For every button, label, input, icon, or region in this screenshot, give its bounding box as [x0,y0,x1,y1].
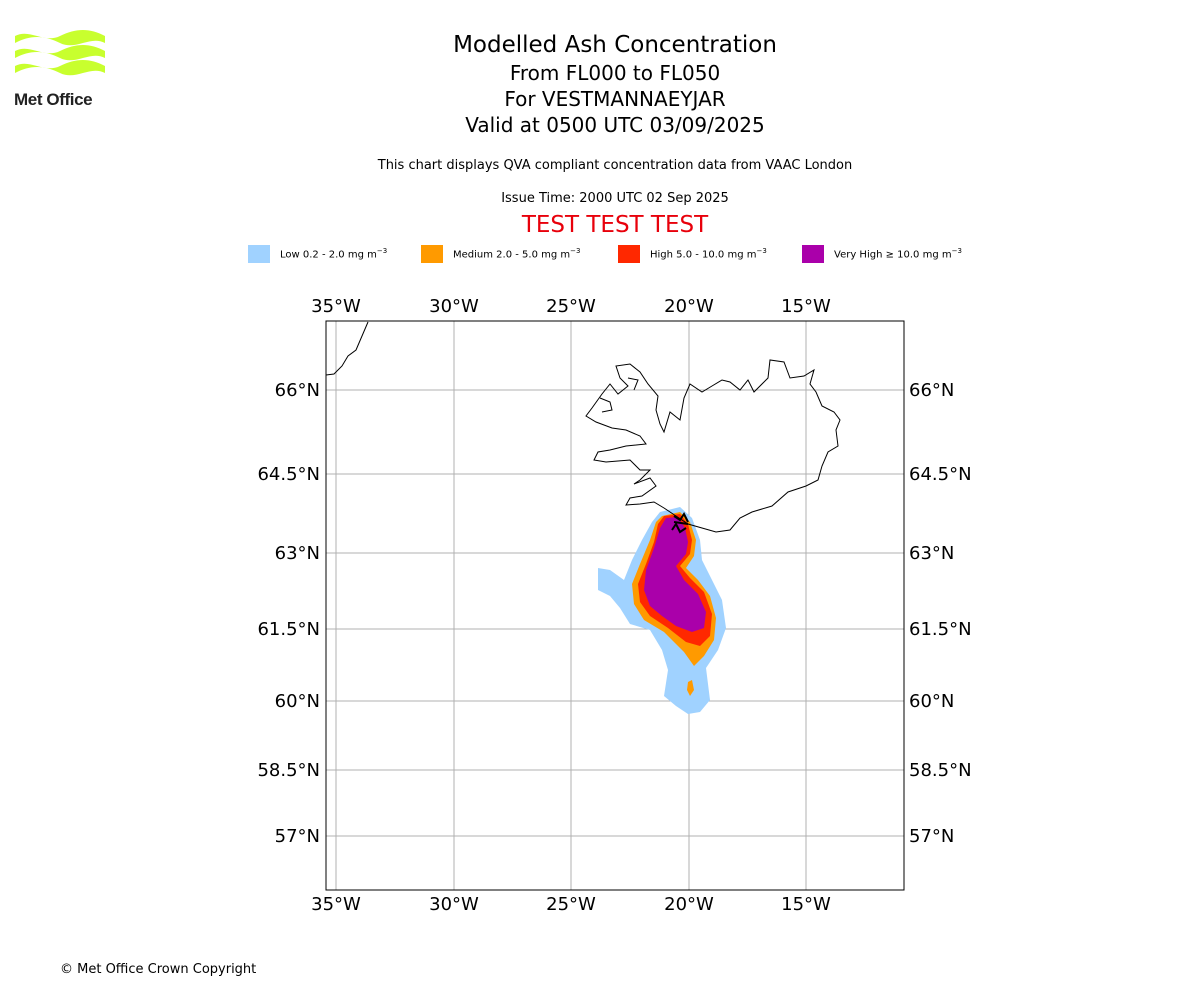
legend-item-medium: Medium 2.0 - 5.0 mg m−3 [421,244,580,264]
lat-label-right: 64.5°N [909,464,972,485]
ash-area-medium-spot [687,680,694,696]
lon-label-top: 30°W [429,296,479,317]
lon-label-top: 15°W [781,296,831,317]
legend-swatch-high [618,245,640,263]
flight-levels: From FL000 to FL050 [509,61,721,85]
legend-label-high: High 5.0 - 10.0 mg m [650,249,757,261]
coastline [326,321,841,533]
copyright-notice: © Met Office Crown Copyright [60,962,257,977]
lon-label-bottom: 35°W [311,894,361,915]
volcano-name: For VESTMANNAEYJAR [504,87,726,111]
lat-label-left: 60°N [275,691,320,712]
chart-title-block: Modelled Ash Concentration From FL000 to… [215,30,1015,138]
legend-item-high: High 5.0 - 10.0 mg m−3 [618,244,767,264]
lon-label-top: 20°W [664,296,714,317]
lon-label-top: 25°W [546,296,596,317]
ash-area-medium [632,512,716,666]
map-frame [325,320,905,891]
lon-label-bottom: 30°W [429,894,479,915]
lon-label-bottom: 20°W [664,894,714,915]
volcano-marker-icon [671,512,689,534]
valid-time: Valid at 0500 UTC 03/09/2025 [465,113,765,137]
lon-label-bottom: 25°W [546,894,596,915]
lat-label-left: 64.5°N [257,464,320,485]
legend-swatch-medium [421,245,443,263]
logo-wordmark: Met Office [14,90,93,109]
lon-label-top: 35°W [311,296,361,317]
lat-label-left: 61.5°N [257,619,320,640]
lat-label-right: 58.5°N [909,760,972,781]
legend-label-medium: Medium 2.0 - 5.0 mg m [453,249,571,261]
met-office-logo: Met Office [14,30,114,109]
fjord-coast [627,377,639,391]
ash-area-very-high [644,517,706,632]
lon-label-bottom: 15°W [781,894,831,915]
legend-item-very-high: Very High ≥ 10.0 mg m−3 [802,244,962,264]
lat-label-right: 57°N [909,826,954,847]
ash-area-low [598,507,726,714]
greenland-coast [326,321,369,376]
chart-title: Modelled Ash Concentration [453,32,777,58]
lat-label-left: 57°N [275,826,320,847]
legend-item-low: Low 0.2 - 2.0 mg m−3 [248,244,387,264]
ash-area-high [638,514,712,646]
legend-swatch-low [248,245,270,263]
issue-time: Issue Time: 2000 UTC 02 Sep 2025 [501,191,729,206]
lat-label-right: 60°N [909,691,954,712]
lat-label-left: 66°N [275,380,320,401]
lat-label-left: 58.5°N [257,760,320,781]
legend-unit-very-high: −3 [951,247,962,256]
legend-swatch-very-high [802,245,824,263]
legend-unit-medium: −3 [570,247,581,256]
lat-label-right: 66°N [909,380,954,401]
lat-label-right: 61.5°N [909,619,972,640]
lat-label-left: 63°N [275,543,320,564]
test-banner: TEST TEST TEST [521,212,709,238]
logo-waves-icon [15,30,105,76]
chart-description: This chart displays QVA compliant concen… [377,158,853,173]
legend-label-low: Low 0.2 - 2.0 mg m [280,249,377,261]
legend-unit-low: −3 [376,247,388,256]
legend-unit-high: −3 [756,247,767,256]
lat-label-right: 63°N [909,543,954,564]
legend: Low 0.2 - 2.0 mg m−3 Medium 2.0 - 5.0 mg… [0,244,1200,264]
iceland-coast [585,359,841,533]
graticule [326,321,904,890]
peninsula-coast [599,397,613,413]
legend-label-very-high: Very High ≥ 10.0 mg m [834,249,952,261]
